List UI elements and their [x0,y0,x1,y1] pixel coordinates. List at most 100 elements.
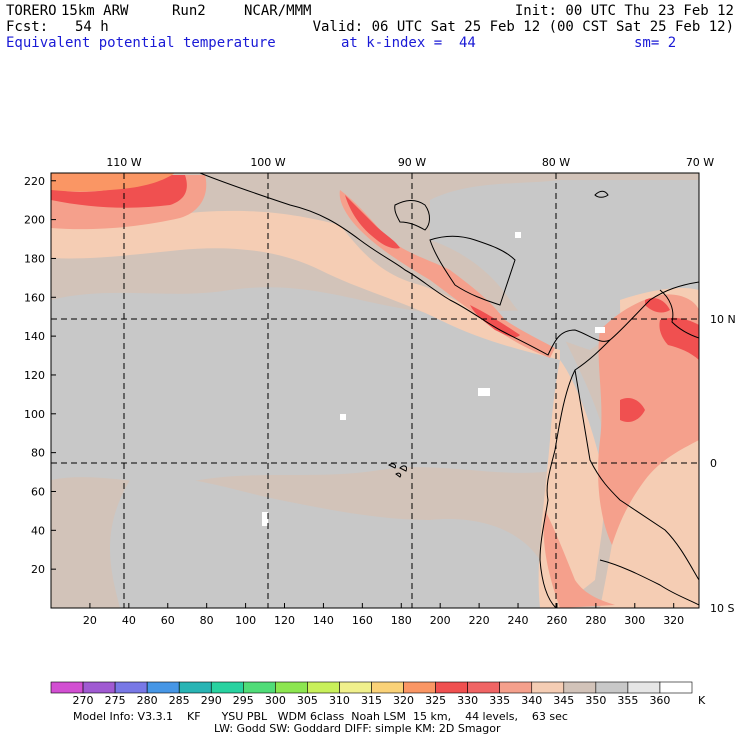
colorbar-label: 270 [73,694,94,707]
x-tick-label: 320 [663,614,684,627]
map-frame [50,172,700,609]
lon-label-110w: 110 W [106,156,141,169]
colorbar-label: 300 [265,694,286,707]
forecast-hours: 54 h [75,19,109,35]
y-tick-label: 180 [24,252,45,265]
y-tick-label: 160 [24,291,45,304]
y-tick-label: 20 [31,563,45,576]
colorbar-label: 325 [425,694,446,707]
colorbar-label: 335 [489,694,510,707]
colorbar-label: 340 [521,694,542,707]
colorbar-swatch [659,681,693,694]
x-tick-label: 140 [313,614,334,627]
lon-label-90w: 90 W [398,156,426,169]
colorbar-swatch [467,681,500,694]
colorbar-label: 310 [329,694,350,707]
colorbar-swatch [50,681,84,694]
y-tick-label: 60 [31,485,45,498]
x-tick-label: 300 [624,614,645,627]
colorbar-swatch [531,681,565,694]
x-tick-label: 120 [274,614,295,627]
colorbar-labels: 270 275 280 285 290 295 300 305 310 315 320 325 330 3… [73,694,671,707]
field-orange-patch [51,173,175,192]
footer-physics-info: LW: Godd SW: Goddard DIFF: simple KM: 2D… [214,722,501,735]
lon-label-70w: 70 W [686,156,714,169]
colorbar-swatch [371,681,404,694]
x-tick-label: 20 [83,614,97,627]
field-name: Equivalent potential temperature [6,35,276,51]
x-tick-label: 240 [508,614,529,627]
colorbar-swatch [595,681,629,694]
colorbar-label: 285 [169,694,190,707]
lat-label-10s: 10 S [710,602,734,615]
org-label: NCAR/MMM [244,3,312,19]
y-tick-label: 40 [31,524,45,537]
colorbar-swatch [146,681,180,694]
colorbar-swatch [563,681,597,694]
colorbar-label: 275 [105,694,126,707]
colorbar-label: 295 [233,694,254,707]
valid-time: Valid: 06 UTC Sat 25 Feb 12 (00 CST Sat … [312,19,734,35]
x-tick-label: 160 [352,614,373,627]
lat-lon-grid [51,173,699,608]
footer-model-info: Model Info: V3.3.1 KF YSU PBL WDM 6class… [73,710,568,723]
colorbar-swatch [627,681,661,694]
smoothing-label: sm= 2 [634,35,677,51]
model-name: TORERO [6,3,57,19]
y-tick-label: 140 [24,330,45,343]
forecast-label: Fcst: [6,19,49,35]
colorbar-swatch [210,681,244,694]
colorbar-label: 305 [297,694,318,707]
lat-label-10n: 10 N [710,313,736,326]
field-level: at k-index = 44 [341,35,476,51]
y-tick-label: 80 [31,447,45,460]
y-tick-label: 220 [24,175,45,188]
x-tick-label: 60 [161,614,175,627]
run-label: Run2 [172,3,206,19]
colorbar-label: 360 [649,694,670,707]
lon-label-80w: 80 W [542,156,570,169]
colorbar-swatch [307,681,340,694]
colorbar-swatch [403,681,436,694]
x-tick-label: 100 [235,614,256,627]
colorbar-swatch [499,681,533,694]
colorbar-swatch [114,681,148,694]
colorbar-swatch [435,681,468,694]
x-tick-label: 260 [546,614,567,627]
map-field [51,173,699,608]
colorbar-label: 330 [457,694,478,707]
model-resolution: 15km ARW [61,3,129,19]
colorbar [50,681,693,694]
colorbar-swatch [82,681,116,694]
init-time: Init: 00 UTC Thu 23 Feb 12 [514,3,734,19]
coastlines [199,173,699,608]
colorbar-label: 320 [393,694,414,707]
lat-label-0: 0 [710,457,717,470]
y-tick-label: 200 [24,214,45,227]
x-tick-label: 200 [430,614,451,627]
colorbar-unit: K [698,694,706,707]
colorbar-label: 355 [617,694,638,707]
field-white-specks [262,232,605,526]
x-tick-label: 40 [122,614,136,627]
x-tick-label: 220 [469,614,490,627]
x-tick-label: 80 [200,614,214,627]
colorbar-label: 280 [137,694,158,707]
colorbar-label: 290 [201,694,222,707]
colorbar-label: 350 [585,694,606,707]
colorbar-label: 345 [553,694,574,707]
lon-label-100w: 100 W [250,156,285,169]
colorbar-swatch [243,681,276,694]
colorbar-swatch [275,681,308,694]
y-axis: 20 40 60 80 100 120 140 160 180 200 220 [24,175,56,576]
x-tick-label: 280 [585,614,606,627]
y-tick-label: 100 [24,408,45,421]
colorbar-swatch [178,681,212,694]
colorbar-swatch [339,681,372,694]
y-tick-label: 120 [24,369,45,382]
x-tick-label: 180 [391,614,412,627]
colorbar-label: 315 [361,694,382,707]
x-axis: 20 40 60 80 100 120 140 160 180 200 220 240 260 280 30… [83,603,684,627]
field-red-patches [51,175,699,422]
